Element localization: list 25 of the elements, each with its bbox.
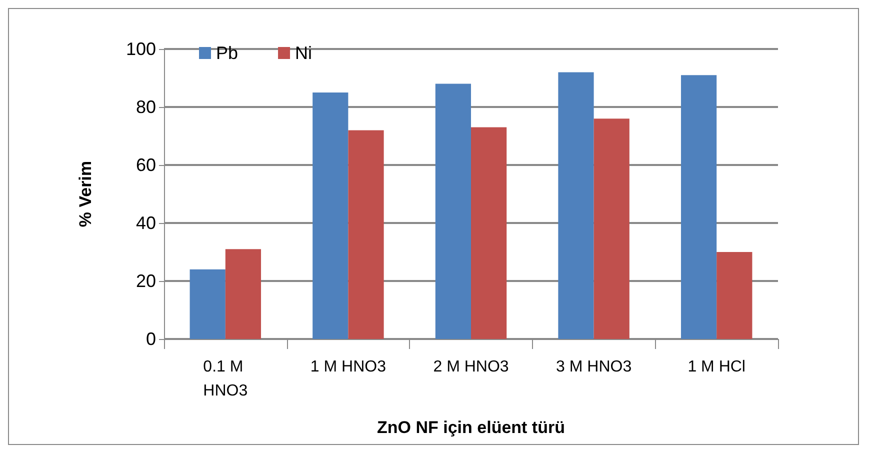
bar	[558, 72, 594, 339]
y-tick-label: 20	[136, 271, 156, 291]
y-tick-label: 0	[146, 329, 156, 349]
legend-label: Pb	[216, 43, 238, 63]
bar	[594, 118, 630, 339]
bar	[225, 249, 262, 339]
x-axis-title: ZnO NF için elüent türü	[377, 418, 565, 437]
x-tick-label: 3 M HNO3	[556, 358, 632, 376]
legend-label: Ni	[295, 43, 312, 63]
bar	[716, 252, 752, 339]
y-tick-label: 80	[136, 97, 156, 117]
y-tick-label: 40	[136, 213, 156, 233]
bar	[435, 84, 471, 339]
bar	[471, 127, 507, 339]
x-tick-label: 1 M HCl	[688, 358, 746, 376]
x-tick-label: 1 M HNO3	[310, 358, 386, 376]
y-axis-title: % Verim	[76, 160, 95, 228]
bar	[348, 130, 384, 339]
y-tick-label: 60	[136, 155, 156, 175]
x-tick-label: 0.1 M HNO3	[203, 358, 248, 400]
bar	[312, 92, 348, 339]
bar	[190, 269, 226, 339]
x-tick-label: 2 M HNO3	[433, 358, 509, 376]
bar	[680, 75, 717, 339]
y-tick-label: 100	[126, 39, 156, 59]
